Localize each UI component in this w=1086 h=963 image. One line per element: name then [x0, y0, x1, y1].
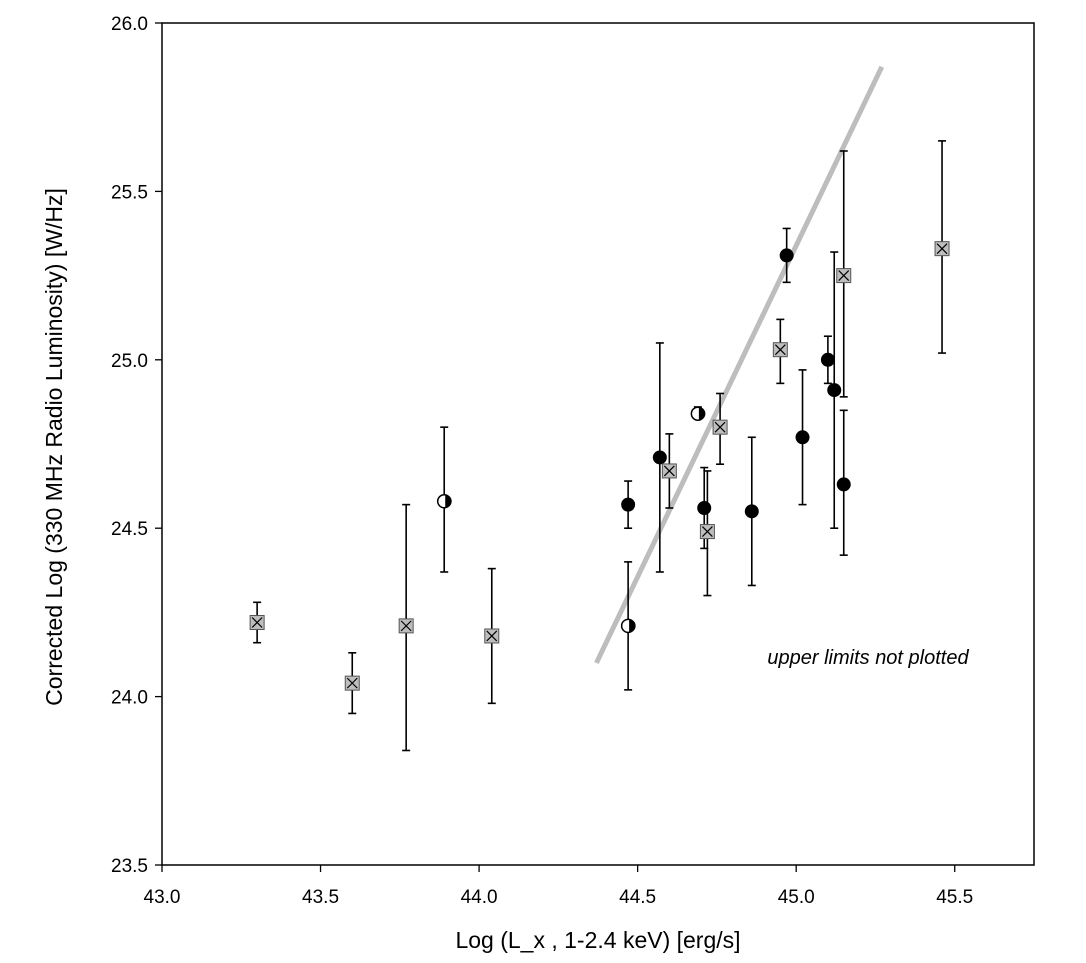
filled-circle-marker	[779, 248, 794, 263]
crossed-square-point	[699, 470, 715, 597]
x-tick-label: 44.0	[461, 887, 498, 908]
x-tick-label: 44.5	[619, 887, 656, 908]
filled-circle-point	[820, 335, 835, 385]
cross-stroke	[838, 270, 850, 282]
crossed-square-point	[772, 318, 788, 385]
cross-stroke	[663, 465, 675, 477]
y-tick-label: 24.5	[111, 519, 148, 540]
filled-circle-marker	[697, 500, 712, 515]
filled-circle-point	[744, 436, 759, 587]
filled-circle-point	[621, 480, 636, 530]
x-axis-title: Log (L_x , 1-2.4 keV) [erg/s]	[455, 927, 740, 953]
filled-circle-marker	[652, 450, 667, 465]
x-tick-label: 43.0	[144, 887, 181, 908]
fit-line	[594, 65, 885, 664]
filled-circle-point	[652, 342, 667, 573]
y-tick-label: 25.5	[111, 182, 148, 203]
cross-stroke	[486, 630, 498, 642]
crossed-square-point	[836, 150, 852, 398]
filled-circle-marker	[744, 504, 759, 519]
filled-circle-marker	[827, 383, 842, 398]
crossed-square-point	[344, 652, 360, 715]
annotation-upper-limits: upper limits not plotted	[767, 647, 969, 669]
plot-frame	[161, 22, 1035, 866]
cross-stroke	[251, 617, 263, 628]
crossed-square-point	[484, 567, 500, 705]
cross-stroke	[400, 620, 412, 632]
crossed-square-point	[661, 433, 677, 509]
filled-circle-point	[795, 369, 810, 506]
cross-stroke	[936, 243, 948, 255]
cross-stroke	[346, 677, 358, 689]
x-tick-label: 45.5	[936, 887, 973, 908]
cross-stroke	[774, 344, 786, 356]
fit-line-group	[594, 65, 885, 664]
data-points	[249, 140, 950, 752]
open-circle-point	[690, 406, 706, 421]
crossed-square-point	[934, 140, 950, 354]
y-axis-title: Corrected Log (330 MHz Radio Luminosity)…	[41, 188, 67, 706]
y-tick-label: 23.5	[111, 856, 148, 877]
y-tick-label: 25.0	[111, 351, 148, 372]
open-circle-point	[436, 426, 452, 573]
axis-ticks: 43.0 43.5 44.0 44.5 45.0 45.5 23.5 24.0 24.5 25.0…	[111, 14, 973, 908]
filled-circle-marker	[820, 352, 835, 367]
x-tick-label: 45.0	[778, 887, 815, 908]
cross-stroke	[714, 421, 726, 433]
open-circle-shade	[445, 494, 452, 508]
y-tick-label: 24.0	[111, 688, 148, 709]
crossed-square-point	[249, 601, 265, 644]
crossed-square-point	[398, 503, 414, 752]
filled-circle-marker	[621, 497, 636, 512]
open-circle-shade	[629, 619, 636, 633]
filled-circle-point	[836, 409, 851, 556]
filled-circle-point	[779, 227, 794, 284]
x-tick-label: 43.5	[302, 887, 339, 908]
open-circle-shade	[698, 407, 706, 421]
filled-circle-marker	[795, 430, 810, 445]
cross-stroke	[701, 526, 713, 537]
open-circle-point	[620, 561, 636, 691]
filled-circle-point	[827, 251, 842, 530]
y-tick-label: 26.0	[111, 14, 148, 35]
filled-circle-marker	[836, 477, 851, 492]
crossed-square-point	[712, 392, 728, 466]
